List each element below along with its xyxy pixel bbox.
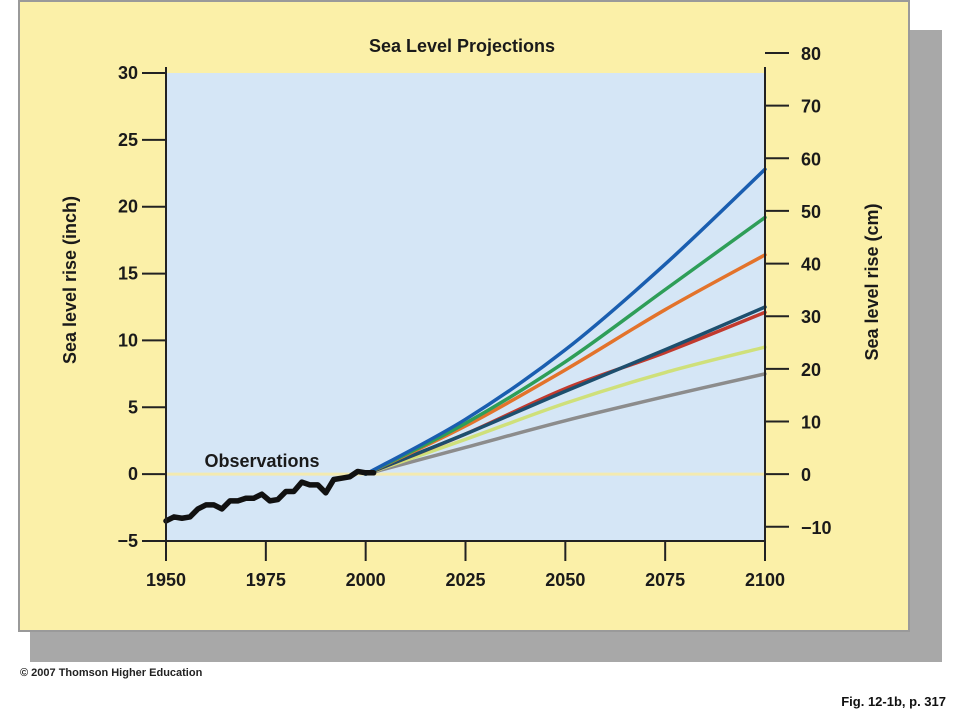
left-axis-title: Sea level rise (inch) [60, 196, 80, 364]
right-tick-label: 10 [801, 412, 821, 432]
projection-line-2 [363, 215, 767, 476]
right-tick-label: 60 [801, 149, 821, 169]
right-tick-label: 40 [801, 255, 821, 275]
x-tick-label: 2075 [645, 570, 685, 590]
series-group [163, 167, 767, 524]
x-ticks: 1950 1975 2000 2025 2050 2075 2100 [146, 541, 785, 590]
left-tick-label: 5 [128, 397, 138, 417]
x-tick-label: 1950 [146, 570, 186, 590]
observations-line [163, 468, 377, 524]
x-tick-label: 2050 [545, 570, 585, 590]
x-tick-label: 2100 [745, 570, 785, 590]
right-tick-label: 20 [801, 360, 821, 380]
plot-area [166, 73, 765, 541]
left-tick-label: 15 [118, 264, 138, 284]
right-tick-label: 30 [801, 307, 821, 327]
left-tick-label: 25 [118, 130, 138, 150]
observations-annotation: Observations [204, 451, 319, 471]
projection-line-7 [363, 372, 767, 476]
left-tick-label: 10 [118, 330, 138, 350]
left-tick-label: 0 [128, 464, 138, 484]
projection-line-1 [363, 167, 767, 476]
x-tick-label: 1975 [246, 570, 286, 590]
left-ticks: 30 25 20 15 10 5 0 −5 [117, 63, 166, 551]
right-tick-label: 0 [801, 465, 811, 485]
x-tick-label: 2000 [346, 570, 386, 590]
right-tick-label: 70 [801, 97, 821, 117]
right-tick-label: −10 [801, 518, 832, 538]
left-tick-label: 30 [118, 63, 138, 83]
chart-title: Sea Level Projections [369, 36, 555, 56]
left-tick-label: 20 [118, 197, 138, 217]
figure-caption: Fig. 12-1b, p. 317 [841, 694, 946, 709]
left-tick-label: −5 [117, 531, 138, 551]
right-ticks: 80 70 60 50 40 30 20 10 0 −10 [765, 44, 832, 538]
right-axis-title: Sea level rise (cm) [862, 203, 882, 360]
right-tick-label: 50 [801, 202, 821, 222]
projection-line-4 [363, 305, 767, 476]
right-tick-label: 80 [801, 44, 821, 64]
copyright-notice: © 2007 Thomson Higher Education [20, 667, 203, 679]
x-tick-label: 2025 [445, 570, 485, 590]
projection-line-6 [363, 345, 767, 476]
